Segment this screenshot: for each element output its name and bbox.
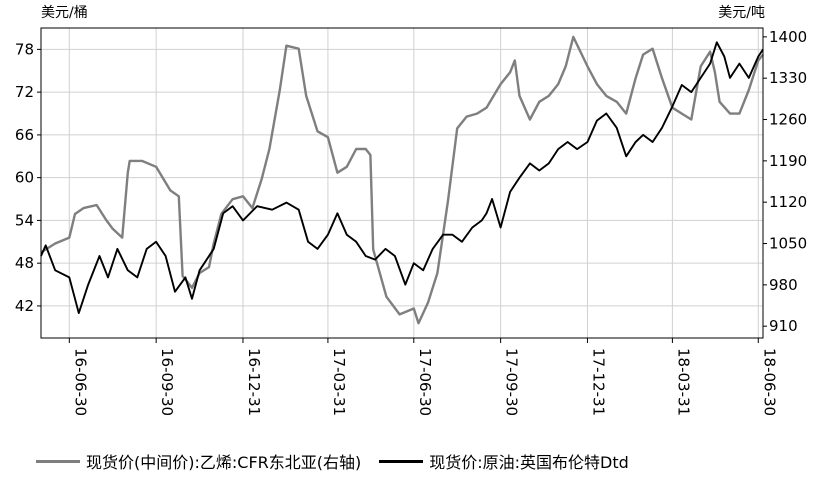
- left-tick-label: 66: [15, 126, 34, 144]
- series-line-ethylene: [40, 35, 764, 325]
- legend-label-ethylene: 现货价(中间价):乙烯:CFR东北亚(右轴): [86, 453, 362, 472]
- x-tick-label: 18-06-30: [760, 348, 778, 416]
- right-tick-label: 1190: [769, 152, 807, 170]
- legend-swatch-brent: [379, 459, 424, 463]
- x-tick-label: 17-09-30: [503, 348, 521, 416]
- right-tick-label: 980: [769, 276, 798, 294]
- left-axis-unit: 美元/桶: [41, 5, 88, 21]
- legend: 现货价(中间价):乙烯:CFR东北亚(右轴) 现货价:原油:英国布伦特Dtd: [36, 449, 647, 473]
- x-tick-label: 16-12-31: [245, 348, 263, 416]
- right-tick-label: 1400: [769, 28, 807, 46]
- legend-label-brent: 现货价:原油:英国布伦特Dtd: [429, 453, 629, 472]
- right-tick-label: 1050: [769, 235, 807, 253]
- right-y-axis: 910 980 1050 1120 1190 1260 1330 1400: [763, 28, 807, 335]
- dual-axis-line-chart: 16-06-30 16-09-30 16-12-31 17-03-31 17-06-30…: [15, 5, 807, 416]
- right-tick-label: 910: [769, 317, 798, 335]
- series-lines: [40, 35, 764, 325]
- x-tick-label: 17-12-31: [589, 348, 607, 416]
- left-tick-label: 78: [15, 40, 34, 58]
- series-line-brent: [40, 41, 764, 315]
- left-tick-label: 54: [15, 211, 34, 229]
- x-tick-label: 16-06-30: [71, 348, 89, 416]
- left-y-axis: 42 48 54 60 66 72 78: [15, 40, 41, 315]
- left-tick-label: 42: [15, 297, 34, 315]
- x-tick-label: 17-06-30: [416, 348, 434, 416]
- plot-frame: [40, 27, 764, 339]
- legend-item-ethylene: 现货价(中间价):乙烯:CFR东北亚(右轴): [36, 449, 361, 473]
- legend-swatch-ethylene: [36, 459, 80, 463]
- right-tick-label: 1330: [769, 69, 807, 87]
- gridlines: [41, 28, 763, 338]
- legend-item-brent: 现货价:原油:英国布伦特Dtd: [379, 449, 629, 473]
- left-tick-label: 48: [15, 254, 34, 272]
- x-axis: 16-06-30 16-09-30 16-12-31 17-03-31 17-06-30…: [68, 338, 778, 416]
- x-tick-label: 17-03-31: [330, 348, 348, 416]
- left-tick-label: 60: [15, 169, 34, 187]
- right-axis-unit: 美元/吨: [718, 5, 765, 21]
- left-tick-label: 72: [15, 83, 34, 101]
- right-tick-label: 1260: [769, 111, 807, 129]
- x-tick-label: 16-09-30: [158, 348, 176, 416]
- right-tick-label: 1120: [769, 193, 807, 211]
- x-tick-label: 18-03-31: [674, 348, 692, 416]
